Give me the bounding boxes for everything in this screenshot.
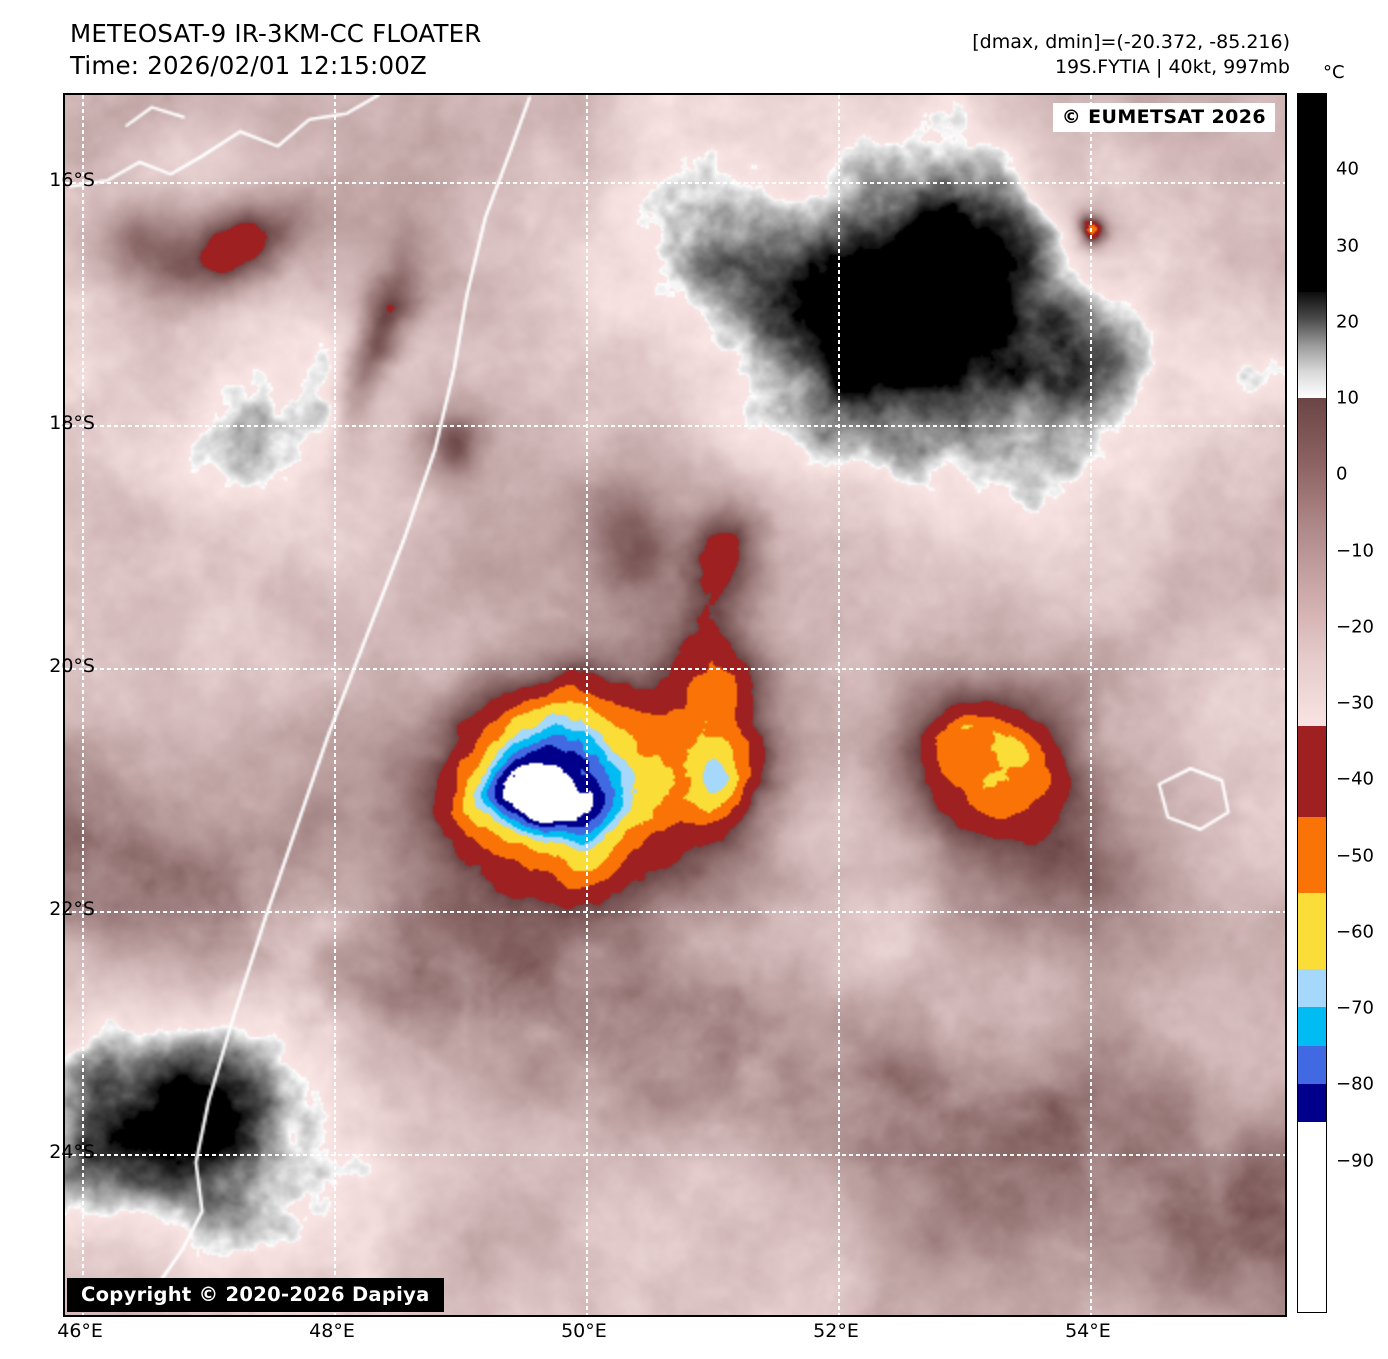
ytick-24: 24°S bbox=[49, 1140, 95, 1163]
colorbar-tick--80: −80 bbox=[1336, 1073, 1374, 1095]
temperature-colorbar[interactable] bbox=[1297, 93, 1327, 1313]
ytick-20: 20°S bbox=[49, 655, 95, 678]
colorbar-tick--40: −40 bbox=[1336, 768, 1374, 790]
colorbar-tick-20: 20 bbox=[1336, 311, 1359, 333]
colorbar-gradient bbox=[1298, 94, 1326, 1312]
ytick-22: 22°S bbox=[49, 898, 95, 921]
colorbar-tick--50: −50 bbox=[1336, 845, 1374, 866]
colorbar-unit-label: °C bbox=[1323, 62, 1345, 83]
colorbar-tick--60: −60 bbox=[1336, 921, 1374, 943]
colorbar-segment-cyan bbox=[1298, 1007, 1326, 1046]
colorbar-segment-navy bbox=[1298, 1083, 1326, 1122]
colorbar-segment-black bbox=[1298, 94, 1326, 292]
ytick-16: 16°S bbox=[49, 168, 95, 191]
xtick-48: 48°E bbox=[309, 1320, 355, 1342]
colorbar-tick-10: 10 bbox=[1336, 387, 1359, 409]
xtick-54: 54°E bbox=[1065, 1320, 1111, 1342]
colorbar-tick--20: −20 bbox=[1336, 616, 1374, 638]
colorbar-segment-dark-red bbox=[1298, 725, 1326, 818]
xtick-52: 52°E bbox=[813, 1320, 859, 1342]
colorbar-tick--70: −70 bbox=[1336, 997, 1374, 1019]
satellite-map[interactable]: © EUMETSAT 2026 Copyright © 2020-2026 Da… bbox=[63, 93, 1287, 1317]
timestamp-label: Time: 2026/02/01 12:15:00Z bbox=[70, 50, 428, 80]
colorbar-segment-light-blue bbox=[1298, 969, 1326, 1008]
xtick-46: 46°E bbox=[57, 1320, 103, 1342]
page-title: METEOSAT-9 IR-3KM-CC FLOATER bbox=[70, 19, 482, 48]
eumetsat-watermark: © EUMETSAT 2026 bbox=[1052, 103, 1275, 132]
ytick-18: 18°S bbox=[49, 412, 95, 434]
colorbar-tick--10: −10 bbox=[1336, 540, 1374, 561]
satellite-image-canvas bbox=[65, 95, 1285, 1315]
data-range-label: [dmax, dmin]=(-20.372, -85.216) bbox=[972, 31, 1290, 53]
colorbar-tick-30: 30 bbox=[1336, 235, 1359, 256]
metadata-block: [dmax, dmin]=(-20.372, -85.216) 19S.FYTI… bbox=[972, 30, 1290, 79]
colorbar-tick--90: −90 bbox=[1336, 1150, 1374, 1171]
colorbar-tick-40: 40 bbox=[1336, 158, 1359, 180]
colorbar-segment-gray-ramp bbox=[1298, 291, 1326, 399]
colorbar-segment-yellow bbox=[1298, 893, 1326, 970]
colorbar-tick-0: 0 bbox=[1336, 463, 1348, 485]
colorbar-segment-royal-blue bbox=[1298, 1045, 1326, 1084]
colorbar-segment-mauve-ramp bbox=[1298, 398, 1326, 726]
copyright-banner: Copyright © 2020-2026 Dapiya bbox=[67, 1278, 444, 1312]
colorbar-segment-white bbox=[1298, 1121, 1326, 1312]
colorbar-tick--30: −30 bbox=[1336, 692, 1374, 714]
title-block: METEOSAT-9 IR-3KM-CC FLOATER Time: 2026/… bbox=[70, 18, 482, 82]
storm-info-label: 19S.FYTIA | 40kt, 997mb bbox=[1054, 55, 1290, 78]
colorbar-segment-orange bbox=[1298, 817, 1326, 894]
xtick-50: 50°E bbox=[561, 1320, 607, 1342]
